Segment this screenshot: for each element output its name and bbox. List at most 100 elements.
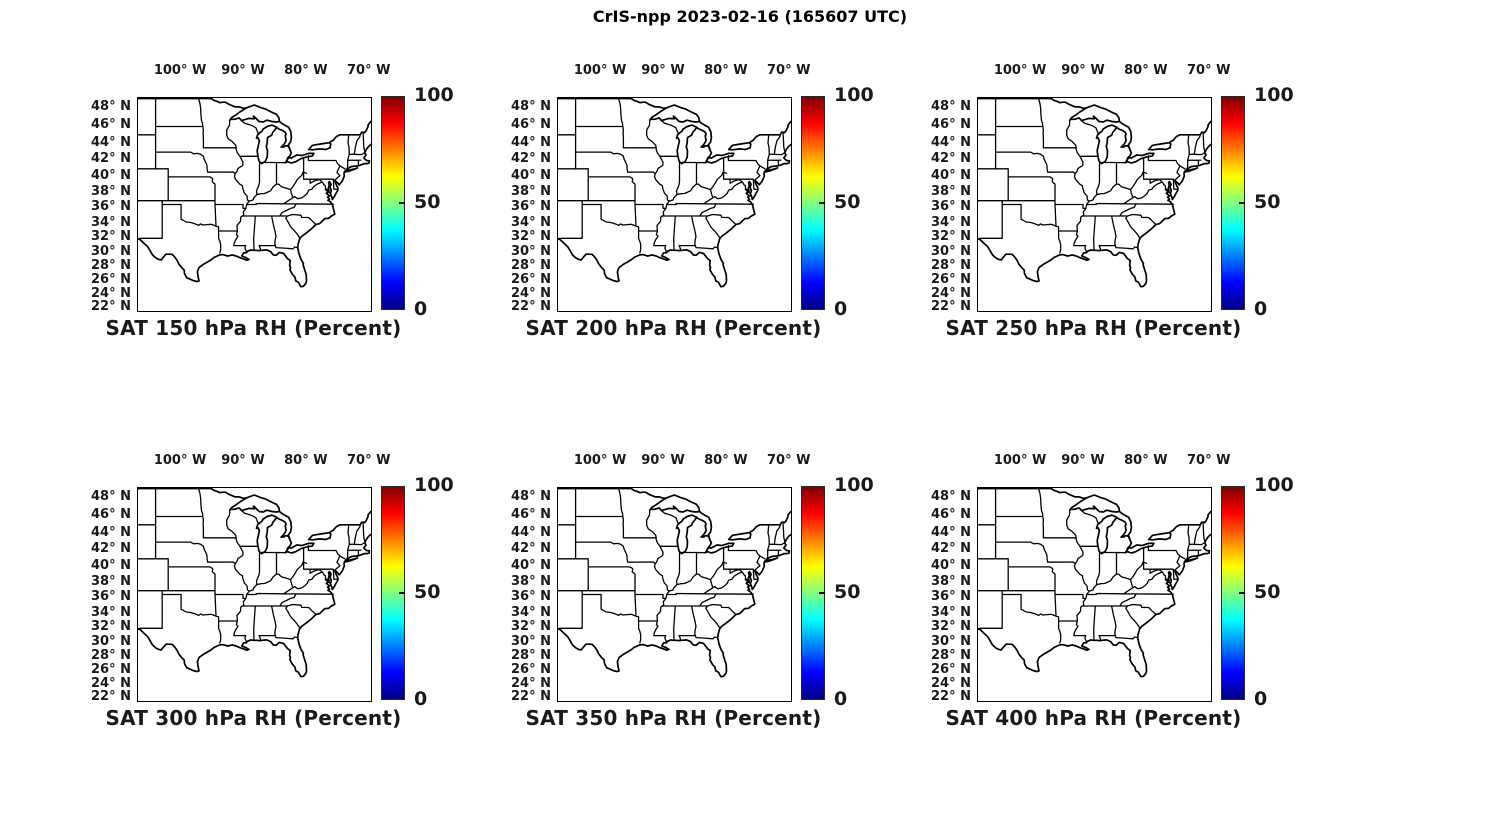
lat-tick-label: 42° N bbox=[931, 151, 971, 167]
lat-tick-label: 22° N bbox=[511, 298, 551, 314]
lat-tick-label: 22° N bbox=[511, 688, 551, 704]
colorbar-tick-label: 0 bbox=[1254, 298, 1268, 320]
lat-tick-label: 40° N bbox=[931, 167, 971, 183]
lat-tick-label: 32° N bbox=[511, 229, 551, 245]
lat-tick-label: 22° N bbox=[91, 298, 131, 314]
lat-tick-label: 26° N bbox=[931, 661, 971, 677]
lat-tick-label: 34° N bbox=[91, 604, 131, 620]
colorbar-tick-label: 0 bbox=[414, 298, 428, 320]
colorbar-tick-label: 100 bbox=[834, 474, 874, 496]
map-panel-1: SAT 150 hPa RH (Percent) 100° W 90° W 80° … bbox=[77, 60, 472, 365]
lon-tick-label: 100° W bbox=[993, 63, 1047, 78]
lat-tick-label: 44° N bbox=[91, 134, 131, 150]
lat-tick-label: 34° N bbox=[511, 214, 551, 230]
panel-title: SAT 400 hPa RH (Percent) bbox=[945, 706, 1242, 730]
colorbar-tick-label: 100 bbox=[1254, 474, 1294, 496]
lon-tick-label: 100° W bbox=[153, 63, 207, 78]
us-states-map bbox=[978, 98, 1211, 288]
lon-tick-label: 70° W bbox=[1187, 63, 1231, 78]
colorbar-50-tick bbox=[1239, 592, 1245, 594]
lat-tick-label: 24° N bbox=[91, 285, 131, 301]
lat-tick-label: 38° N bbox=[511, 573, 551, 589]
lat-tick-label: 36° N bbox=[511, 589, 551, 605]
colorbar-tick-label: 0 bbox=[414, 688, 428, 710]
lat-tick-label: 42° N bbox=[91, 151, 131, 167]
lat-tick-label: 44° N bbox=[511, 524, 551, 540]
lat-tick-label: 40° N bbox=[91, 557, 131, 573]
lat-tick-label: 36° N bbox=[511, 199, 551, 215]
lon-tick-label: 80° W bbox=[704, 63, 748, 78]
lat-tick-label: 44° N bbox=[931, 134, 971, 150]
lat-tick-label: 30° N bbox=[511, 243, 551, 259]
lat-tick-label: 28° N bbox=[91, 257, 131, 273]
colorbar-50-tick bbox=[819, 202, 825, 204]
lat-tick-label: 28° N bbox=[931, 257, 971, 273]
lat-tick-label: 30° N bbox=[931, 633, 971, 649]
lat-tick-label: 46° N bbox=[511, 117, 551, 132]
lat-tick-label: 38° N bbox=[91, 183, 131, 199]
lat-tick-label: 30° N bbox=[91, 243, 131, 259]
lat-tick-label: 32° N bbox=[91, 229, 131, 245]
lat-tick-label: 38° N bbox=[931, 573, 971, 589]
lat-tick-label: 26° N bbox=[511, 271, 551, 287]
us-states-map bbox=[138, 98, 371, 288]
lat-tick-label: 30° N bbox=[91, 633, 131, 649]
coastline-path bbox=[978, 488, 1211, 678]
lat-tick-label: 30° N bbox=[931, 243, 971, 259]
lat-tick-label: 46° N bbox=[931, 507, 971, 522]
lon-tick-label: 80° W bbox=[1124, 453, 1168, 468]
lat-tick-label: 32° N bbox=[931, 229, 971, 245]
us-states-map bbox=[138, 488, 371, 678]
lat-tick-label: 42° N bbox=[931, 541, 971, 557]
us-states-map bbox=[558, 98, 791, 288]
lat-tick-label: 24° N bbox=[511, 285, 551, 301]
state-borders-path bbox=[978, 98, 1206, 254]
lon-tick-label: 90° W bbox=[221, 453, 265, 468]
lat-tick-label: 48° N bbox=[511, 488, 551, 504]
lat-tick-label: 40° N bbox=[511, 167, 551, 183]
map-panel-6: SAT 400 hPa RH (Percent) 100° W 90° W 80° … bbox=[917, 450, 1312, 755]
lon-tick-label: 80° W bbox=[704, 453, 748, 468]
colorbar-tick-label: 100 bbox=[414, 84, 454, 106]
colorbar-tick-label: 0 bbox=[834, 688, 848, 710]
colorbar-tick-label: 100 bbox=[414, 474, 454, 496]
state-borders-path bbox=[558, 98, 786, 254]
lat-tick-label: 34° N bbox=[931, 604, 971, 620]
lat-tick-label: 38° N bbox=[931, 183, 971, 199]
lat-tick-label: 44° N bbox=[511, 134, 551, 150]
lat-tick-label: 46° N bbox=[511, 507, 551, 522]
us-states-map bbox=[978, 488, 1211, 678]
lon-tick-label: 80° W bbox=[1124, 63, 1168, 78]
colorbar-tick-label: 50 bbox=[414, 191, 441, 213]
coastline-path bbox=[558, 488, 791, 678]
lat-tick-label: 26° N bbox=[91, 271, 131, 287]
colorbar-tick-label: 50 bbox=[414, 581, 441, 603]
us-states-map bbox=[558, 488, 791, 678]
lat-tick-label: 22° N bbox=[931, 298, 971, 314]
lat-tick-label: 30° N bbox=[511, 633, 551, 649]
lat-tick-label: 32° N bbox=[91, 619, 131, 635]
map-canvas bbox=[557, 97, 792, 312]
lat-tick-label: 26° N bbox=[931, 271, 971, 287]
lat-tick-label: 42° N bbox=[511, 541, 551, 557]
lat-tick-label: 24° N bbox=[931, 285, 971, 301]
lon-tick-label: 70° W bbox=[767, 453, 811, 468]
lon-tick-label: 90° W bbox=[641, 63, 685, 78]
lat-tick-label: 46° N bbox=[91, 117, 131, 132]
lat-tick-label: 26° N bbox=[511, 661, 551, 677]
map-panel-4: SAT 300 hPa RH (Percent) 100° W 90° W 80° … bbox=[77, 450, 472, 755]
lat-tick-label: 46° N bbox=[931, 117, 971, 132]
colorbar-50-tick bbox=[819, 592, 825, 594]
coastline-path bbox=[558, 98, 791, 288]
lat-tick-label: 48° N bbox=[931, 98, 971, 114]
lon-tick-label: 70° W bbox=[767, 63, 811, 78]
state-borders-path bbox=[558, 488, 786, 644]
state-borders-path bbox=[138, 488, 366, 644]
lat-tick-label: 48° N bbox=[511, 98, 551, 114]
lon-tick-label: 90° W bbox=[1061, 453, 1105, 468]
panel-title: SAT 300 hPa RH (Percent) bbox=[105, 706, 402, 730]
lat-tick-label: 36° N bbox=[91, 589, 131, 605]
lon-tick-label: 70° W bbox=[1187, 453, 1231, 468]
lat-tick-label: 36° N bbox=[931, 199, 971, 215]
lat-tick-label: 40° N bbox=[91, 167, 131, 183]
